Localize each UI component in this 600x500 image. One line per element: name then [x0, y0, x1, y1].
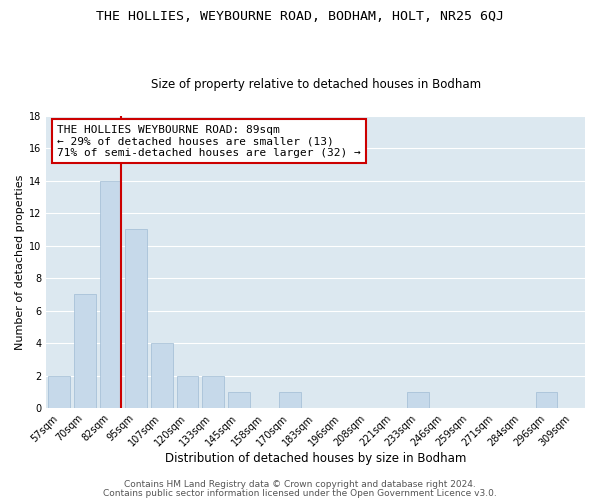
Bar	[176, 376, 199, 408]
Text: THE HOLLIES, WEYBOURNE ROAD, BODHAM, HOLT, NR25 6QJ: THE HOLLIES, WEYBOURNE ROAD, BODHAM, HOL…	[96, 10, 504, 23]
Bar	[279, 392, 301, 408]
Bar	[536, 392, 557, 408]
Bar	[100, 180, 121, 408]
Bar	[202, 376, 224, 408]
Bar	[49, 376, 70, 408]
Y-axis label: Number of detached properties: Number of detached properties	[15, 174, 25, 350]
X-axis label: Distribution of detached houses by size in Bodham: Distribution of detached houses by size …	[165, 452, 466, 465]
Bar	[407, 392, 429, 408]
Title: Size of property relative to detached houses in Bodham: Size of property relative to detached ho…	[151, 78, 481, 91]
Text: Contains public sector information licensed under the Open Government Licence v3: Contains public sector information licen…	[103, 488, 497, 498]
Bar	[228, 392, 250, 408]
Bar	[125, 230, 147, 408]
Text: Contains HM Land Registry data © Crown copyright and database right 2024.: Contains HM Land Registry data © Crown c…	[124, 480, 476, 489]
Text: THE HOLLIES WEYBOURNE ROAD: 89sqm
← 29% of detached houses are smaller (13)
71% : THE HOLLIES WEYBOURNE ROAD: 89sqm ← 29% …	[57, 124, 361, 158]
Bar	[74, 294, 96, 408]
Bar	[151, 343, 173, 408]
